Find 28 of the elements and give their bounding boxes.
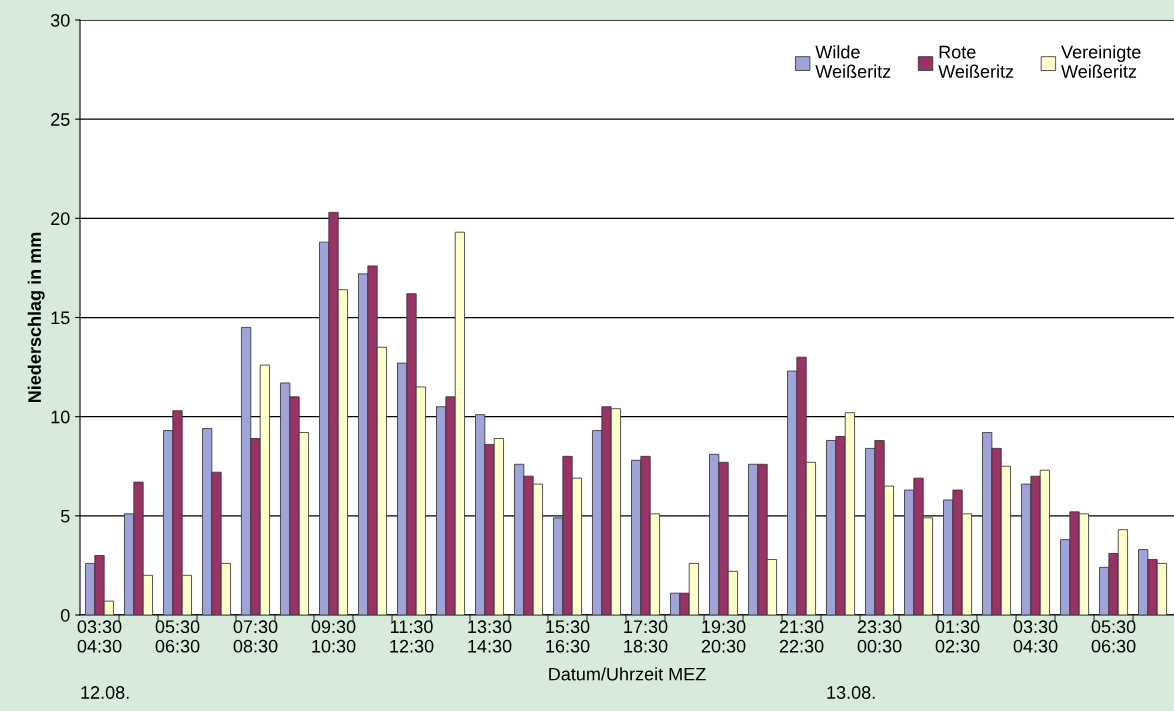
text: 13.08. [827, 686, 875, 699]
x-axis-title: Datum/Uhrzeit MEZ [549, 667, 706, 681]
x-tick-label: 13:30 14:30 [468, 620, 512, 653]
x-tick-label: 15:30 16:30 [546, 620, 590, 653]
x-tick-label: 05:30 06:30 [1091, 620, 1136, 653]
y-tick-label: 10 [51, 410, 70, 424]
y-tick-label: 0 [60, 608, 70, 622]
y-tick-label: 15 [51, 311, 70, 325]
y-tick-label: 30 [50, 13, 70, 27]
y-tick-label: 20 [51, 212, 70, 226]
x-tick-label: 09:30 10:30 [311, 620, 356, 653]
legend-label: Wilde Weißeritz [815, 45, 891, 78]
y-axis-title: Niederschlag in mm [27, 232, 45, 403]
text: 12.08. [81, 686, 129, 699]
x-tick-label: 03:30 04:30 [1013, 620, 1058, 653]
x-tick-label: 17:30 18:30 [624, 620, 668, 653]
y-tick-label: 5 [60, 509, 70, 523]
legend-label: Rote Weißeritz [938, 45, 1014, 78]
x-tick-label: 23:30 00:30 [857, 620, 902, 653]
x-tick-label: 11:30 12:30 [390, 620, 434, 653]
x-tick-label: 19:30 20:30 [701, 620, 746, 653]
legend-label: Vereinigte Weißeritz [1061, 45, 1141, 78]
x-tick-label: 07:30 08:30 [233, 620, 278, 653]
x-tick-label: 05:30 06:30 [155, 620, 200, 653]
x-tick-label: 21:30 22:30 [779, 620, 824, 653]
y-tick-label: 25 [51, 113, 70, 126]
x-tick-label: 03:30 04:30 [77, 620, 122, 653]
x-tick-label: 01:30 02:30 [935, 620, 980, 653]
